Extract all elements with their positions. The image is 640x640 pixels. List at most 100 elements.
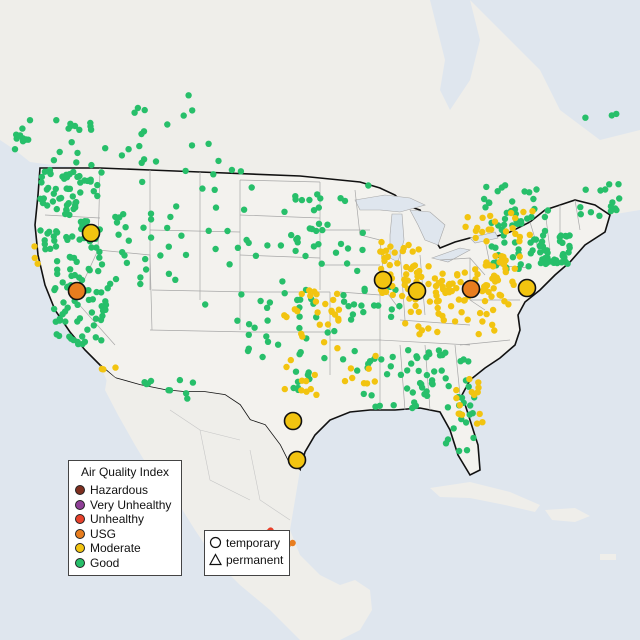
- station-marker[interactable]: [19, 125, 26, 132]
- station-marker[interactable]: [475, 330, 482, 338]
- station-marker[interactable]: [78, 276, 86, 284]
- station-marker[interactable]: [38, 179, 45, 186]
- station-marker[interactable]: [211, 186, 218, 193]
- station-marker[interactable]: [96, 254, 103, 261]
- station-marker[interactable]: [451, 318, 459, 325]
- station-marker[interactable]: [425, 263, 432, 270]
- station-marker[interactable]: [479, 318, 486, 325]
- station-marker[interactable]: [68, 139, 75, 146]
- station-marker[interactable]: [409, 248, 416, 255]
- station-marker[interactable]: [461, 269, 468, 276]
- station-marker[interactable]: [389, 291, 396, 299]
- station-marker[interactable]: [340, 298, 348, 305]
- station-marker[interactable]: [467, 402, 474, 409]
- station-marker[interactable]: [102, 298, 109, 305]
- station-marker[interactable]: [188, 142, 196, 149]
- station-marker[interactable]: [321, 354, 328, 362]
- station-marker[interactable]: [558, 259, 565, 266]
- station-marker[interactable]: [425, 280, 432, 288]
- station-marker[interactable]: [306, 225, 313, 232]
- station-marker[interactable]: [384, 253, 391, 260]
- station-marker[interactable]: [297, 349, 304, 356]
- station-marker[interactable]: [115, 231, 122, 238]
- station-marker[interactable]: [299, 333, 306, 340]
- station-marker[interactable]: [125, 237, 132, 244]
- station-marker[interactable]: [473, 420, 481, 427]
- station-marker[interactable]: [266, 299, 274, 306]
- station-marker[interactable]: [432, 289, 440, 296]
- station-marker[interactable]: [79, 333, 86, 340]
- station-marker[interactable]: [71, 122, 79, 130]
- station-marker[interactable]: [582, 114, 589, 121]
- station-marker[interactable]: [547, 258, 554, 265]
- station-marker[interactable]: [319, 226, 326, 234]
- station-marker[interactable]: [56, 195, 63, 202]
- station-marker[interactable]: [134, 104, 142, 112]
- station-marker[interactable]: [482, 262, 489, 269]
- station-marker[interactable]: [210, 171, 217, 178]
- station-marker[interactable]: [482, 286, 489, 293]
- station-marker[interactable]: [479, 228, 486, 236]
- station-marker[interactable]: [172, 276, 179, 283]
- station-marker[interactable]: [565, 249, 572, 256]
- station-marker[interactable]: [462, 223, 469, 230]
- station-marker[interactable]: [41, 168, 49, 175]
- station-marker[interactable]: [442, 440, 450, 447]
- station-marker[interactable]: [136, 142, 143, 150]
- station-marker[interactable]: [501, 215, 509, 223]
- station-marker[interactable]: [500, 221, 508, 228]
- station-marker[interactable]: [50, 190, 57, 197]
- station-marker[interactable]: [141, 106, 148, 114]
- station-marker[interactable]: [11, 146, 19, 153]
- station-marker[interactable]: [324, 321, 332, 328]
- station-marker[interactable]: [202, 301, 209, 308]
- station-marker[interactable]: [439, 312, 446, 320]
- station-marker[interactable]: [360, 390, 367, 398]
- station-marker[interactable]: [50, 157, 58, 164]
- station-marker[interactable]: [94, 192, 101, 200]
- station-marker[interactable]: [438, 367, 445, 374]
- station-marker[interactable]: [251, 324, 258, 331]
- station-marker[interactable]: [434, 304, 441, 312]
- station-marker[interactable]: [330, 296, 337, 304]
- station-marker[interactable]: [502, 228, 510, 235]
- station-marker[interactable]: [450, 425, 457, 432]
- station-marker[interactable]: [387, 363, 394, 370]
- station-marker[interactable]: [26, 117, 34, 124]
- station-marker[interactable]: [388, 306, 395, 313]
- station-marker[interactable]: [119, 249, 126, 256]
- station-marker[interactable]: [337, 195, 344, 202]
- station-marker[interactable]: [501, 239, 508, 246]
- station-marker[interactable]: [412, 302, 419, 310]
- station-marker[interactable]: [607, 207, 615, 215]
- station-marker[interactable]: [425, 325, 432, 332]
- station-marker[interactable]: [533, 186, 540, 193]
- station-marker[interactable]: [88, 309, 96, 316]
- station-marker[interactable]: [167, 213, 174, 221]
- station-marker[interactable]: [526, 231, 533, 238]
- station-marker[interactable]: [530, 195, 537, 203]
- station-marker[interactable]: [587, 209, 595, 216]
- station-marker[interactable]: [453, 386, 460, 394]
- station-marker[interactable]: [112, 275, 120, 283]
- station-marker[interactable]: [475, 379, 482, 386]
- station-marker[interactable]: [405, 241, 412, 249]
- station-marker[interactable]: [378, 356, 385, 363]
- station-marker[interactable]: [281, 385, 288, 393]
- station-marker[interactable]: [468, 388, 475, 396]
- station-marker[interactable]: [463, 447, 471, 454]
- station-marker[interactable]: [472, 266, 479, 273]
- station-marker[interactable]: [122, 224, 129, 231]
- station-marker[interactable]: [182, 167, 189, 175]
- station-marker[interactable]: [140, 224, 147, 231]
- station-marker[interactable]: [340, 292, 347, 299]
- station-marker[interactable]: [413, 354, 421, 361]
- station-marker[interactable]: [541, 254, 549, 262]
- station-marker[interactable]: [131, 109, 138, 116]
- station-marker[interactable]: [501, 182, 509, 189]
- station-marker[interactable]: [142, 266, 150, 273]
- station-marker[interactable]: [509, 254, 517, 261]
- station-marker[interactable]: [62, 318, 69, 325]
- station-marker[interactable]: [306, 287, 313, 294]
- station-marker[interactable]: [51, 286, 58, 294]
